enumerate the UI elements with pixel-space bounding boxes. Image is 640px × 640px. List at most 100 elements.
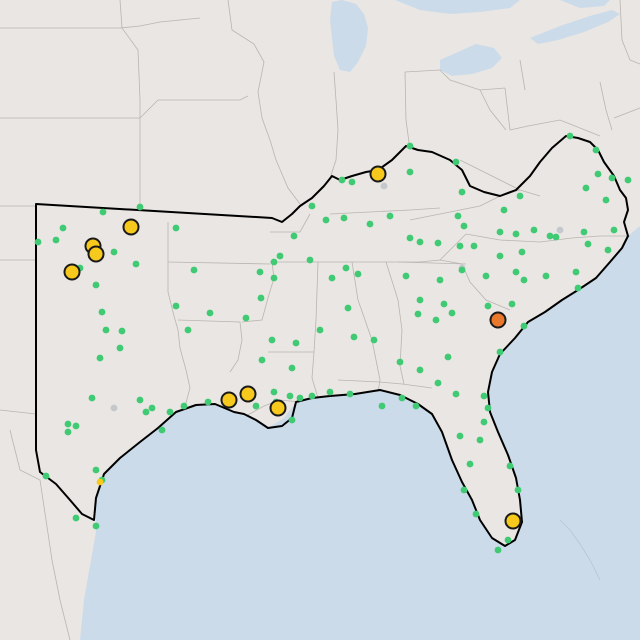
green-station-marker[interactable]	[172, 302, 180, 310]
green-station-marker[interactable]	[366, 220, 374, 228]
green-station-marker[interactable]	[142, 408, 150, 416]
green-station-marker[interactable]	[290, 232, 298, 240]
yellow-station-marker[interactable]	[369, 165, 387, 183]
green-station-marker[interactable]	[480, 392, 488, 400]
green-station-marker[interactable]	[574, 284, 582, 292]
green-station-marker[interactable]	[98, 308, 106, 316]
green-station-marker[interactable]	[580, 228, 588, 236]
green-station-marker[interactable]	[242, 314, 250, 322]
green-station-marker[interactable]	[116, 344, 124, 352]
green-station-marker[interactable]	[92, 522, 100, 530]
green-station-marker[interactable]	[110, 248, 118, 256]
green-station-marker[interactable]	[452, 390, 460, 398]
orange-station-marker[interactable]	[489, 311, 507, 329]
green-station-marker[interactable]	[296, 394, 304, 402]
green-station-marker[interactable]	[270, 258, 278, 266]
green-station-marker[interactable]	[416, 238, 424, 246]
green-station-marker[interactable]	[542, 272, 550, 280]
green-station-marker[interactable]	[316, 326, 324, 334]
green-station-marker[interactable]	[416, 366, 424, 374]
green-station-marker[interactable]	[322, 216, 330, 224]
green-station-marker[interactable]	[406, 142, 414, 150]
green-station-marker[interactable]	[286, 392, 294, 400]
green-station-marker[interactable]	[496, 228, 504, 236]
green-station-marker[interactable]	[500, 206, 508, 214]
green-station-marker[interactable]	[184, 326, 192, 334]
green-station-marker[interactable]	[584, 240, 592, 248]
green-station-marker[interactable]	[72, 422, 80, 430]
green-station-marker[interactable]	[520, 276, 528, 284]
green-station-marker[interactable]	[148, 404, 156, 412]
green-station-marker[interactable]	[456, 432, 464, 440]
green-station-marker[interactable]	[92, 466, 100, 474]
green-station-marker[interactable]	[258, 356, 266, 364]
green-station-marker[interactable]	[458, 266, 466, 274]
green-station-marker[interactable]	[166, 408, 174, 416]
green-station-marker[interactable]	[370, 336, 378, 344]
green-station-marker[interactable]	[34, 238, 42, 246]
green-station-marker[interactable]	[180, 402, 188, 410]
green-station-marker[interactable]	[434, 239, 442, 247]
green-station-marker[interactable]	[460, 486, 468, 494]
yellow-station-marker[interactable]	[87, 245, 105, 263]
green-station-marker[interactable]	[59, 224, 67, 232]
green-station-marker[interactable]	[436, 276, 444, 284]
green-station-marker[interactable]	[118, 327, 126, 335]
green-station-marker[interactable]	[470, 242, 478, 250]
green-station-marker[interactable]	[204, 398, 212, 406]
green-station-marker[interactable]	[306, 256, 314, 264]
gray-station-marker[interactable]	[110, 404, 118, 412]
green-station-marker[interactable]	[440, 300, 448, 308]
green-station-marker[interactable]	[72, 514, 80, 522]
green-station-marker[interactable]	[458, 188, 466, 196]
green-station-marker[interactable]	[132, 260, 140, 268]
green-station-marker[interactable]	[414, 310, 422, 318]
green-station-marker[interactable]	[252, 402, 260, 410]
green-station-marker[interactable]	[406, 234, 414, 242]
green-station-marker[interactable]	[190, 266, 198, 274]
green-station-marker[interactable]	[530, 226, 538, 234]
green-station-marker[interactable]	[566, 132, 574, 140]
green-station-marker[interactable]	[64, 420, 72, 428]
yellow-station-marker-small[interactable]	[96, 478, 104, 486]
green-station-marker[interactable]	[546, 232, 554, 240]
green-station-marker[interactable]	[516, 192, 524, 200]
green-station-marker[interactable]	[472, 510, 480, 518]
green-station-marker[interactable]	[136, 396, 144, 404]
green-station-marker[interactable]	[592, 146, 600, 154]
green-station-marker[interactable]	[452, 158, 460, 166]
green-station-marker[interactable]	[484, 302, 492, 310]
green-station-marker[interactable]	[340, 214, 348, 222]
gray-station-marker[interactable]	[556, 226, 564, 234]
green-station-marker[interactable]	[604, 246, 612, 254]
green-station-marker[interactable]	[52, 236, 60, 244]
green-station-marker[interactable]	[206, 309, 214, 317]
green-station-marker[interactable]	[354, 270, 362, 278]
green-station-marker[interactable]	[434, 379, 442, 387]
yellow-station-marker[interactable]	[122, 218, 140, 236]
green-station-marker[interactable]	[460, 222, 468, 230]
green-station-marker[interactable]	[412, 402, 420, 410]
green-station-marker[interactable]	[456, 242, 464, 250]
yellow-station-marker[interactable]	[63, 263, 81, 281]
green-station-marker[interactable]	[344, 304, 352, 312]
green-station-marker[interactable]	[508, 300, 516, 308]
green-station-marker[interactable]	[172, 224, 180, 232]
green-station-marker[interactable]	[402, 272, 410, 280]
green-station-marker[interactable]	[416, 296, 424, 304]
green-station-marker[interactable]	[480, 418, 488, 426]
green-station-marker[interactable]	[270, 274, 278, 282]
green-station-marker[interactable]	[42, 472, 50, 480]
yellow-station-marker[interactable]	[269, 399, 287, 417]
green-station-marker[interactable]	[308, 202, 316, 210]
yellow-station-marker[interactable]	[239, 385, 257, 403]
green-station-marker[interactable]	[350, 333, 358, 341]
green-station-marker[interactable]	[102, 326, 110, 334]
green-station-marker[interactable]	[444, 353, 452, 361]
green-station-marker[interactable]	[328, 274, 336, 282]
green-station-marker[interactable]	[512, 268, 520, 276]
green-station-marker[interactable]	[396, 358, 404, 366]
green-station-marker[interactable]	[88, 394, 96, 402]
green-station-marker[interactable]	[482, 272, 490, 280]
